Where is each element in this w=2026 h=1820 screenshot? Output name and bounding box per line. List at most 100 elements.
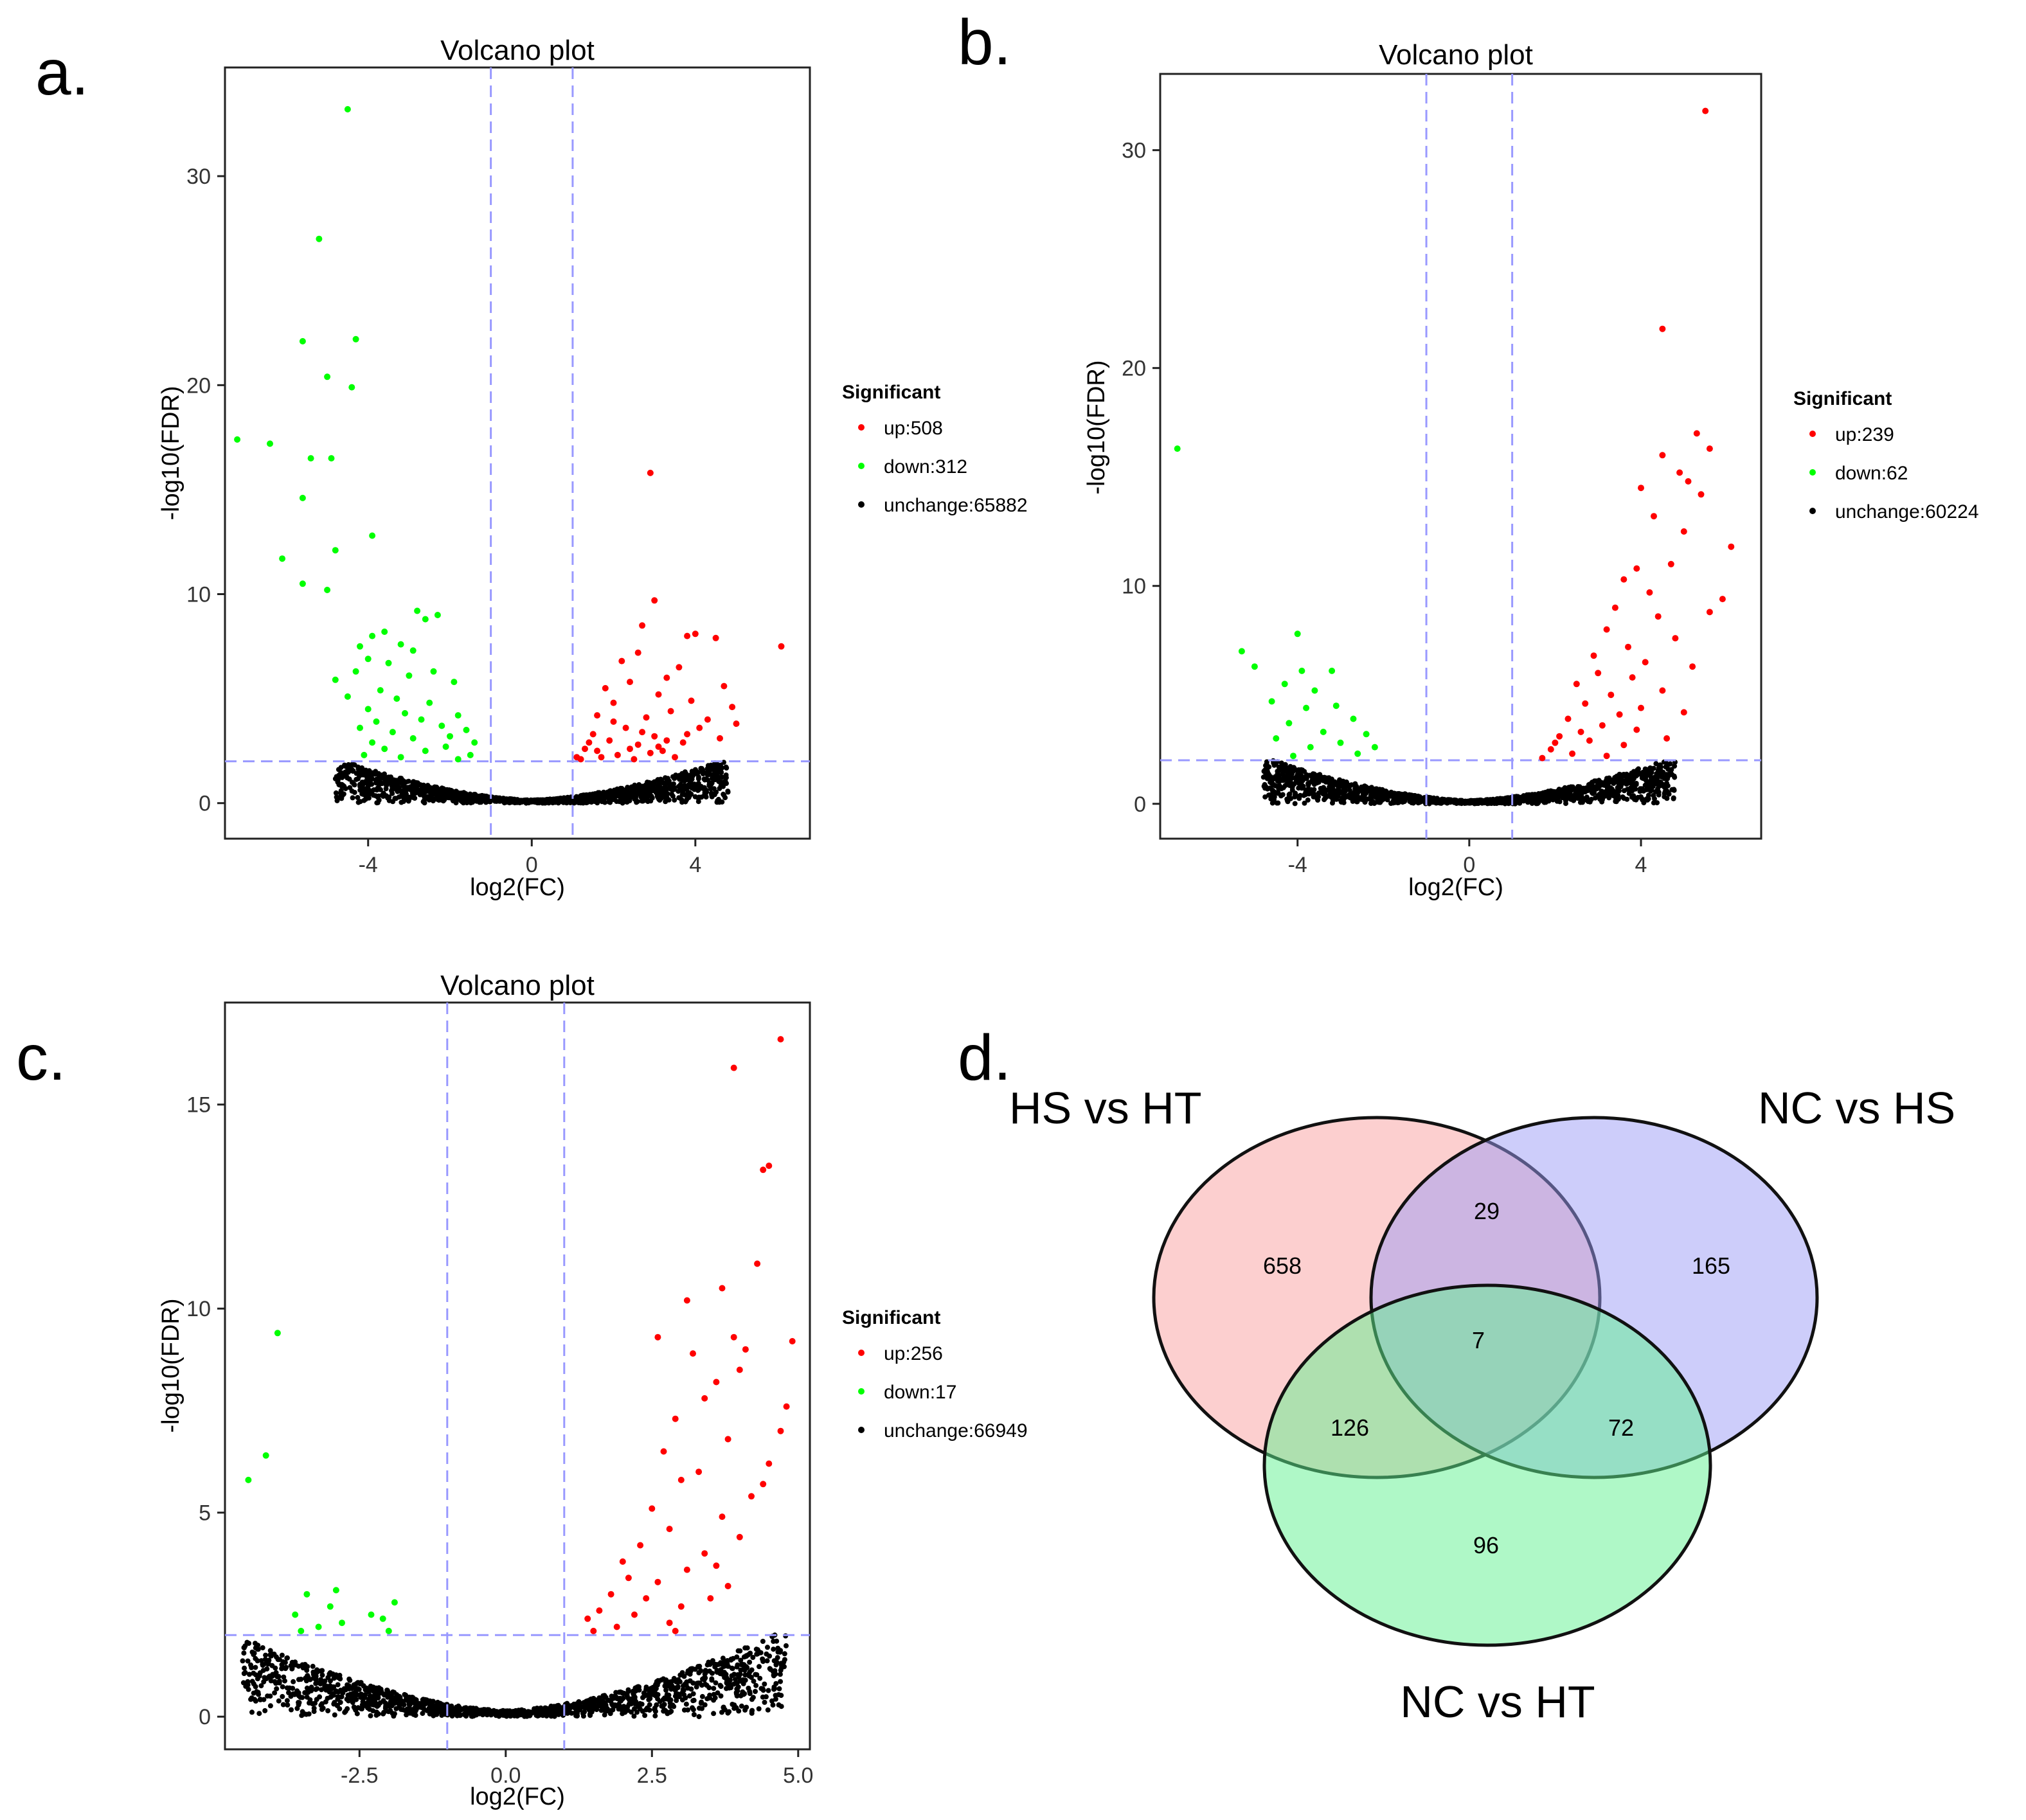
unchanged-point [551, 797, 557, 803]
unchanged-point [357, 781, 363, 787]
unchanged-point [692, 794, 698, 799]
unchanged-point [718, 1660, 724, 1666]
unchanged-point [1362, 796, 1368, 801]
legend-up-marker-c [858, 1350, 865, 1356]
unchanged-point [417, 792, 423, 798]
venn-set-label-hs-vs-ht: HS vs HT [1009, 1083, 1201, 1133]
unchanged-point [573, 798, 578, 803]
unchanged-point [723, 764, 729, 770]
unchanged-point [372, 1689, 377, 1695]
unchanged-point [1604, 785, 1610, 790]
unchanged-point [376, 793, 382, 799]
significant-points-a [234, 106, 785, 763]
up-point [643, 1595, 650, 1602]
unchanged-point [711, 1686, 717, 1691]
y-tick-label: 20 [1122, 357, 1146, 381]
unchanged-point [469, 1713, 474, 1719]
unchanged-point [510, 798, 515, 803]
unchanged-point [490, 1710, 496, 1716]
down-point [379, 1615, 386, 1622]
up-point [594, 712, 601, 719]
panel-label-b: b. [958, 6, 1011, 78]
up-point [1702, 107, 1709, 114]
unchanged-point [355, 776, 361, 781]
unchanged-point [246, 1686, 251, 1692]
up-point [679, 739, 686, 746]
up-point [1556, 733, 1563, 740]
unchanged-point [631, 1713, 637, 1719]
unchanged-point [700, 769, 706, 775]
unchanged-point [1669, 787, 1675, 792]
up-point [647, 749, 654, 756]
unchanged-point [476, 794, 481, 799]
y-tick-label: 15 [186, 1093, 211, 1118]
unchanged-point [262, 1708, 268, 1713]
unchanged-point [634, 790, 640, 796]
unchanged-point [1609, 787, 1615, 793]
panel-label-d: d. [958, 1022, 1011, 1094]
down-point [1281, 681, 1288, 688]
unchanged-point [292, 1659, 298, 1665]
unchanged-point [268, 1653, 274, 1659]
unchanged-point [267, 1673, 273, 1679]
unchanged-point [453, 1705, 459, 1711]
up-point [1667, 560, 1674, 567]
x-axis-label-a: log2(FC) [470, 874, 565, 901]
unchanged-point [662, 790, 667, 796]
up-point [589, 731, 596, 738]
down-point [454, 712, 462, 719]
unchanged-point [242, 1665, 247, 1671]
unchanged-point [467, 1706, 472, 1711]
up-point [663, 674, 670, 681]
up-point [783, 1403, 790, 1410]
up-point [1706, 445, 1713, 452]
legend-unchange-label-c: unchange:66949 [884, 1420, 1028, 1441]
unchanged-point [713, 1680, 719, 1686]
unchanged-point [411, 779, 417, 785]
venn-count-hs-ht-and-nc-ht: 126 [1331, 1414, 1369, 1441]
unchanged-point [711, 1691, 717, 1697]
up-point [1689, 663, 1696, 670]
unchanged-point [718, 1684, 724, 1690]
unchanged-point [453, 789, 459, 794]
down-point [1320, 728, 1327, 735]
legend-unchange-label-a: unchange:65882 [884, 495, 1028, 516]
up-point [724, 1583, 731, 1589]
venn-set-label-nc-vs-ht: NC vs HT [1400, 1677, 1595, 1727]
unchanged-point [319, 1672, 325, 1678]
down-point [442, 743, 449, 750]
unchanged-point [376, 771, 381, 776]
y-tick-label: 0 [1134, 792, 1146, 817]
up-point [1582, 700, 1589, 707]
y-tick-label: 30 [186, 165, 211, 189]
venn-count-nc-hs-only: 165 [1692, 1253, 1730, 1279]
unchanged-point [382, 779, 388, 785]
unchanged-point [1475, 799, 1480, 805]
unchanged-point [640, 796, 645, 801]
unchanged-point [389, 1697, 395, 1702]
unchanged-point [626, 1701, 632, 1707]
unchanged-point [1311, 794, 1316, 799]
unchanged-point [609, 1701, 614, 1707]
unchanged-point [690, 1698, 696, 1704]
unchanged-point [335, 1694, 341, 1700]
unchanged-point [733, 1705, 739, 1711]
unchanged-point [729, 1665, 735, 1671]
up-point [713, 1562, 720, 1569]
down-point [422, 747, 429, 754]
unchanged-point [1595, 793, 1600, 799]
unchanged-point [1268, 792, 1274, 798]
up-point [1659, 687, 1666, 694]
unchanged-point [697, 1706, 702, 1711]
unchanged-point [395, 783, 401, 789]
unchanged-point [494, 797, 500, 802]
unchanged-point [396, 1701, 402, 1706]
unchanged-point [1615, 790, 1620, 796]
up-point [1590, 652, 1597, 659]
up-point [1680, 709, 1687, 716]
unchanged-point [1672, 763, 1678, 769]
unchanged-point [1356, 796, 1362, 801]
unchanged-point [1645, 783, 1651, 789]
up-point [707, 1595, 714, 1602]
